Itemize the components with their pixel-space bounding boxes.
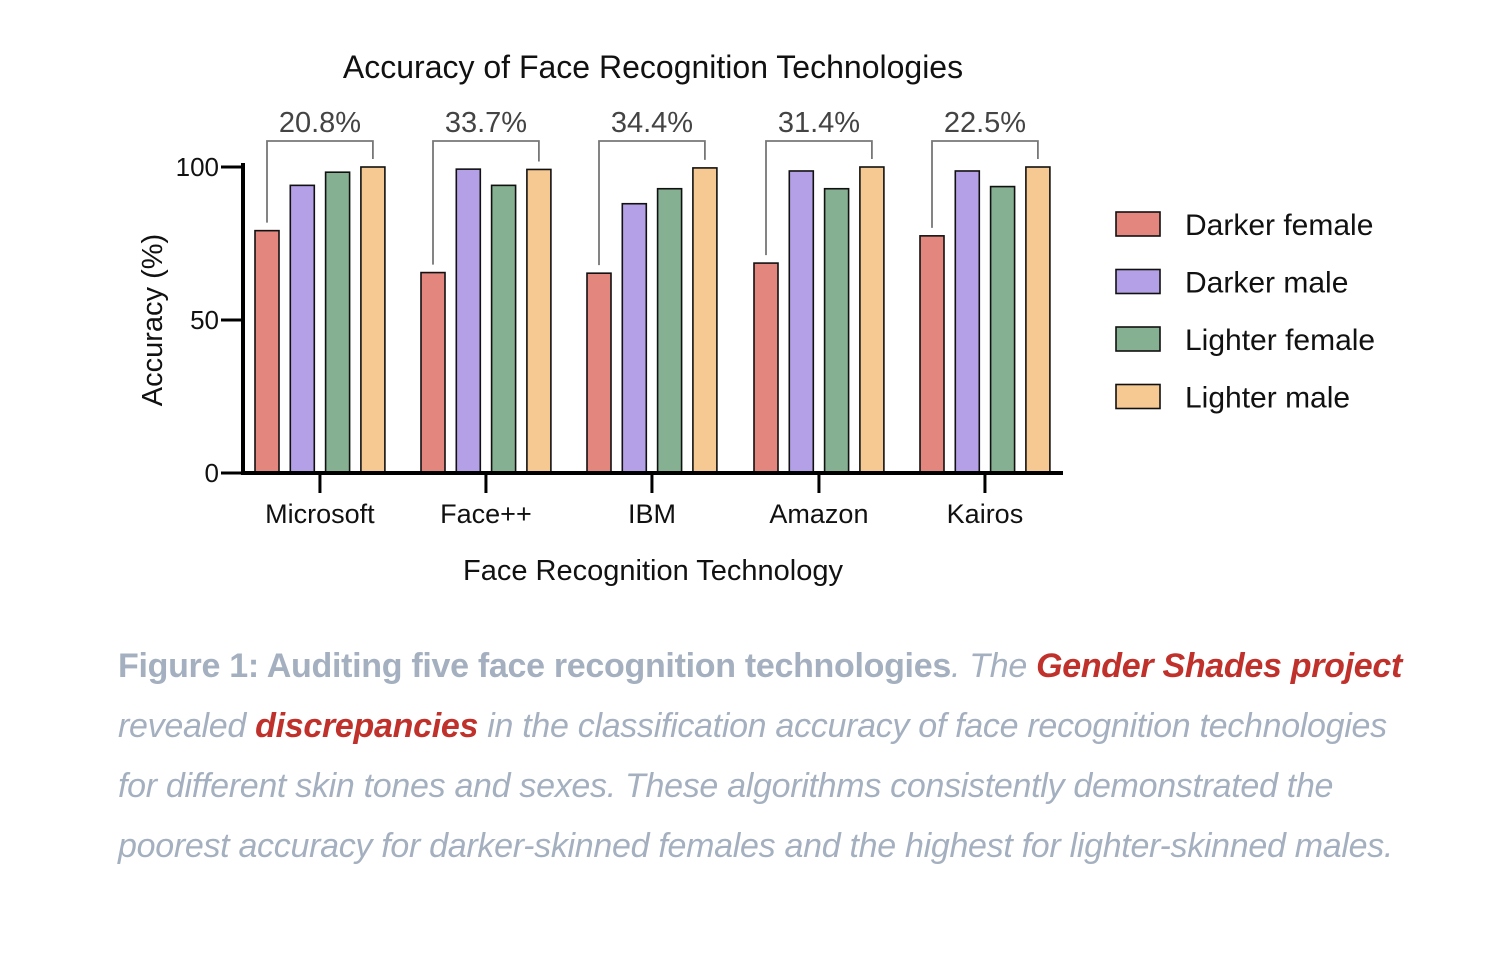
bar-microsoft-lighter-female bbox=[324, 171, 351, 474]
legend-swatch bbox=[1115, 326, 1161, 352]
bar-kairos-lighter-male bbox=[1025, 166, 1051, 474]
bar-microsoft-darker-female bbox=[254, 229, 280, 474]
bar-face-darker-male bbox=[455, 168, 482, 474]
bar-kairos-lighter-female bbox=[989, 185, 1016, 474]
caption-period: . bbox=[950, 647, 961, 685]
gap-label: 34.4% bbox=[611, 107, 693, 139]
bar-amazon-lighter-male bbox=[859, 166, 885, 474]
discrepancies-link[interactable]: discrepancies bbox=[255, 707, 479, 745]
bar-microsoft-lighter-male bbox=[360, 166, 386, 474]
gap-bracket bbox=[432, 140, 540, 265]
x-tick-label: Face++ bbox=[440, 499, 532, 529]
gap-label: 22.5% bbox=[944, 107, 1026, 139]
y-tick-label: 100 bbox=[176, 152, 219, 182]
caption-text-1: The bbox=[960, 647, 1037, 685]
caption-text-3: in the classification accuracy of face r… bbox=[118, 707, 1394, 865]
gender-shades-project-link[interactable]: Gender Shades project bbox=[1036, 647, 1403, 685]
legend-label: Darker male bbox=[1185, 267, 1348, 300]
gap-bracket bbox=[598, 140, 706, 266]
bar-amazon-darker-female bbox=[753, 262, 779, 474]
y-tick-label: 50 bbox=[190, 305, 219, 335]
gap-label: 33.7% bbox=[445, 107, 527, 139]
gap-bracket bbox=[765, 140, 873, 256]
x-tick-label: IBM bbox=[628, 499, 676, 529]
x-axis-label: Face Recognition Technology bbox=[463, 555, 843, 587]
legend: Darker female Darker male Lighter female Li… bbox=[1115, 209, 1375, 415]
legend-label: Lighter female bbox=[1185, 324, 1375, 357]
bar-face-darker-female bbox=[420, 271, 446, 474]
axes-layer: 0 50 100 Microsoft Face++ IBM Amazon Kairos bbox=[176, 152, 1063, 529]
bar-kairos-darker-female bbox=[919, 235, 945, 474]
caption-figure-label: Figure 1: Auditing five face recognition… bbox=[118, 647, 951, 685]
bar-ibm-lighter-female bbox=[656, 187, 683, 474]
bar-face-lighter-male bbox=[526, 168, 552, 474]
bar-ibm-lighter-male bbox=[692, 167, 718, 474]
y-tick-label: 0 bbox=[205, 458, 219, 488]
gap-bracket bbox=[266, 140, 374, 223]
bar-ibm-darker-female bbox=[586, 272, 612, 474]
bar-amazon-darker-male bbox=[788, 170, 815, 474]
legend-label: Darker female bbox=[1185, 209, 1373, 242]
x-tick-label: Microsoft bbox=[265, 499, 375, 529]
gap-brackets-layer: 20.8% 33.7% 34.4% 31.4% 22.5% bbox=[266, 107, 1039, 266]
legend-swatch bbox=[1115, 211, 1161, 237]
y-axis-label: Accuracy (%) bbox=[137, 234, 169, 406]
legend-label: Lighter male bbox=[1185, 382, 1350, 415]
gap-label: 20.8% bbox=[279, 107, 361, 139]
bar-face-lighter-female bbox=[490, 184, 517, 474]
x-tick-label: Kairos bbox=[947, 499, 1024, 529]
chart-title: Accuracy of Face Recognition Technologie… bbox=[343, 49, 963, 85]
bar-kairos-darker-male bbox=[954, 170, 981, 474]
legend-swatch bbox=[1115, 383, 1161, 410]
face-recognition-accuracy-chart: Accuracy of Face Recognition Technologie… bbox=[137, 49, 1375, 587]
gap-label: 31.4% bbox=[778, 107, 860, 139]
bar-ibm-darker-male bbox=[621, 202, 648, 474]
bars-layer bbox=[254, 166, 1051, 474]
figure-caption: Figure 1: Auditing five face recognition… bbox=[118, 636, 1408, 876]
bar-amazon-lighter-female bbox=[823, 187, 850, 474]
legend-swatch bbox=[1115, 268, 1161, 295]
caption-text-2: revealed bbox=[118, 707, 256, 745]
x-tick-label: Amazon bbox=[769, 499, 868, 529]
gap-bracket bbox=[931, 140, 1039, 228]
bar-microsoft-darker-male bbox=[289, 184, 316, 474]
